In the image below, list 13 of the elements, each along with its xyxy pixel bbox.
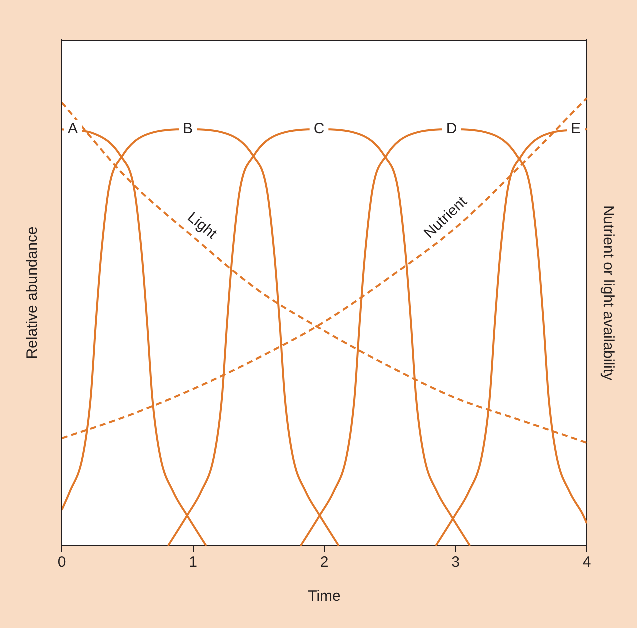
- x-tick-label: 2: [320, 554, 329, 572]
- series-label: C: [314, 120, 325, 138]
- x-tick-label: 0: [58, 554, 66, 572]
- series-label: E: [570, 120, 582, 138]
- x-axis-title: Time: [308, 588, 341, 606]
- x-tick-label: 4: [582, 554, 592, 572]
- y-axis-title: Relative abundance: [24, 226, 42, 360]
- x-tick-label: 3: [452, 554, 460, 572]
- y2-axis-title: Nutrient or light availability: [600, 205, 617, 382]
- series-label: B: [182, 120, 194, 138]
- series-label: A: [68, 120, 78, 138]
- series-label: D: [446, 120, 458, 138]
- x-tick-label: 1: [189, 554, 198, 572]
